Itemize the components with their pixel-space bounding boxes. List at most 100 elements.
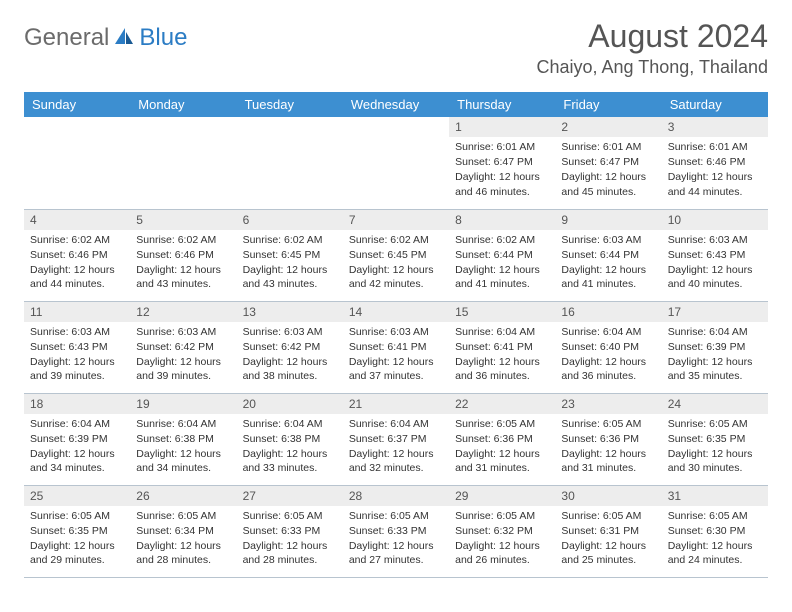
sunset-text: Sunset: 6:33 PM [243, 524, 337, 538]
day-number: 27 [237, 486, 343, 506]
day-number: 20 [237, 394, 343, 414]
day-info: Sunrise: 6:03 AMSunset: 6:41 PMDaylight:… [343, 322, 449, 388]
sunset-text: Sunset: 6:37 PM [349, 432, 443, 446]
day-info: Sunrise: 6:03 AMSunset: 6:43 PMDaylight:… [24, 322, 130, 388]
calendar-cell: 1Sunrise: 6:01 AMSunset: 6:47 PMDaylight… [449, 117, 555, 209]
calendar-cell: 27Sunrise: 6:05 AMSunset: 6:33 PMDayligh… [237, 485, 343, 577]
day-info: Sunrise: 6:05 AMSunset: 6:33 PMDaylight:… [237, 506, 343, 572]
day-number: 29 [449, 486, 555, 506]
day-number: 3 [662, 117, 768, 137]
daylight-text: Daylight: 12 hours and 34 minutes. [30, 447, 124, 475]
day-info: Sunrise: 6:05 AMSunset: 6:34 PMDaylight:… [130, 506, 236, 572]
daylight-text: Daylight: 12 hours and 36 minutes. [561, 355, 655, 383]
calendar-cell [130, 117, 236, 209]
daylight-text: Daylight: 12 hours and 33 minutes. [243, 447, 337, 475]
calendar-row: 1Sunrise: 6:01 AMSunset: 6:47 PMDaylight… [24, 117, 768, 209]
day-info: Sunrise: 6:05 AMSunset: 6:33 PMDaylight:… [343, 506, 449, 572]
sunrise-text: Sunrise: 6:03 AM [136, 325, 230, 339]
day-info: Sunrise: 6:03 AMSunset: 6:43 PMDaylight:… [662, 230, 768, 296]
title-block: August 2024 Chaiyo, Ang Thong, Thailand [536, 18, 768, 78]
sunset-text: Sunset: 6:46 PM [668, 155, 762, 169]
day-info: Sunrise: 6:04 AMSunset: 6:41 PMDaylight:… [449, 322, 555, 388]
daylight-text: Daylight: 12 hours and 40 minutes. [668, 263, 762, 291]
sunset-text: Sunset: 6:44 PM [455, 248, 549, 262]
sunset-text: Sunset: 6:33 PM [349, 524, 443, 538]
daylight-text: Daylight: 12 hours and 41 minutes. [561, 263, 655, 291]
sunset-text: Sunset: 6:47 PM [455, 155, 549, 169]
sunset-text: Sunset: 6:31 PM [561, 524, 655, 538]
sunrise-text: Sunrise: 6:04 AM [30, 417, 124, 431]
calendar-cell: 15Sunrise: 6:04 AMSunset: 6:41 PMDayligh… [449, 301, 555, 393]
calendar-head: SundayMondayTuesdayWednesdayThursdayFrid… [24, 92, 768, 117]
sunrise-text: Sunrise: 6:05 AM [349, 509, 443, 523]
daylight-text: Daylight: 12 hours and 35 minutes. [668, 355, 762, 383]
sunset-text: Sunset: 6:42 PM [136, 340, 230, 354]
sunrise-text: Sunrise: 6:04 AM [561, 325, 655, 339]
sunrise-text: Sunrise: 6:03 AM [561, 233, 655, 247]
day-info: Sunrise: 6:05 AMSunset: 6:36 PMDaylight:… [555, 414, 661, 480]
calendar-cell: 17Sunrise: 6:04 AMSunset: 6:39 PMDayligh… [662, 301, 768, 393]
day-number: 12 [130, 302, 236, 322]
day-info: Sunrise: 6:05 AMSunset: 6:32 PMDaylight:… [449, 506, 555, 572]
day-number: 30 [555, 486, 661, 506]
day-info: Sunrise: 6:05 AMSunset: 6:35 PMDaylight:… [662, 414, 768, 480]
day-number: 17 [662, 302, 768, 322]
weekday-header: Friday [555, 92, 661, 117]
sunset-text: Sunset: 6:35 PM [30, 524, 124, 538]
sunset-text: Sunset: 6:35 PM [668, 432, 762, 446]
sunrise-text: Sunrise: 6:05 AM [30, 509, 124, 523]
sunset-text: Sunset: 6:38 PM [136, 432, 230, 446]
calendar-cell: 4Sunrise: 6:02 AMSunset: 6:46 PMDaylight… [24, 209, 130, 301]
sunrise-text: Sunrise: 6:05 AM [136, 509, 230, 523]
daylight-text: Daylight: 12 hours and 24 minutes. [668, 539, 762, 567]
sunrise-text: Sunrise: 6:02 AM [455, 233, 549, 247]
day-number: 21 [343, 394, 449, 414]
daylight-text: Daylight: 12 hours and 39 minutes. [30, 355, 124, 383]
day-number: 1 [449, 117, 555, 137]
calendar-cell: 28Sunrise: 6:05 AMSunset: 6:33 PMDayligh… [343, 485, 449, 577]
sunrise-text: Sunrise: 6:05 AM [668, 509, 762, 523]
day-number: 24 [662, 394, 768, 414]
calendar-cell: 25Sunrise: 6:05 AMSunset: 6:35 PMDayligh… [24, 485, 130, 577]
sunset-text: Sunset: 6:46 PM [136, 248, 230, 262]
day-number: 13 [237, 302, 343, 322]
daylight-text: Daylight: 12 hours and 41 minutes. [455, 263, 549, 291]
day-info: Sunrise: 6:05 AMSunset: 6:30 PMDaylight:… [662, 506, 768, 572]
sunrise-text: Sunrise: 6:01 AM [455, 140, 549, 154]
day-number: 19 [130, 394, 236, 414]
day-info: Sunrise: 6:03 AMSunset: 6:42 PMDaylight:… [237, 322, 343, 388]
daylight-text: Daylight: 12 hours and 28 minutes. [136, 539, 230, 567]
day-info: Sunrise: 6:04 AMSunset: 6:39 PMDaylight:… [662, 322, 768, 388]
day-info: Sunrise: 6:02 AMSunset: 6:45 PMDaylight:… [343, 230, 449, 296]
sunrise-text: Sunrise: 6:01 AM [561, 140, 655, 154]
sunset-text: Sunset: 6:32 PM [455, 524, 549, 538]
daylight-text: Daylight: 12 hours and 28 minutes. [243, 539, 337, 567]
calendar-cell: 26Sunrise: 6:05 AMSunset: 6:34 PMDayligh… [130, 485, 236, 577]
day-info: Sunrise: 6:02 AMSunset: 6:44 PMDaylight:… [449, 230, 555, 296]
sunset-text: Sunset: 6:46 PM [30, 248, 124, 262]
sunset-text: Sunset: 6:41 PM [455, 340, 549, 354]
sunrise-text: Sunrise: 6:04 AM [668, 325, 762, 339]
calendar-cell: 23Sunrise: 6:05 AMSunset: 6:36 PMDayligh… [555, 393, 661, 485]
day-info: Sunrise: 6:02 AMSunset: 6:46 PMDaylight:… [130, 230, 236, 296]
daylight-text: Daylight: 12 hours and 43 minutes. [243, 263, 337, 291]
day-info: Sunrise: 6:03 AMSunset: 6:44 PMDaylight:… [555, 230, 661, 296]
day-number: 8 [449, 210, 555, 230]
sunset-text: Sunset: 6:43 PM [30, 340, 124, 354]
day-info: Sunrise: 6:04 AMSunset: 6:40 PMDaylight:… [555, 322, 661, 388]
daylight-text: Daylight: 12 hours and 43 minutes. [136, 263, 230, 291]
sunrise-text: Sunrise: 6:04 AM [455, 325, 549, 339]
logo-text-blue: Blue [139, 24, 187, 52]
calendar-table: SundayMondayTuesdayWednesdayThursdayFrid… [24, 92, 768, 578]
day-number: 7 [343, 210, 449, 230]
day-number: 9 [555, 210, 661, 230]
weekday-header: Monday [130, 92, 236, 117]
calendar-cell: 18Sunrise: 6:04 AMSunset: 6:39 PMDayligh… [24, 393, 130, 485]
day-info: Sunrise: 6:01 AMSunset: 6:47 PMDaylight:… [555, 137, 661, 203]
daylight-text: Daylight: 12 hours and 34 minutes. [136, 447, 230, 475]
sunset-text: Sunset: 6:36 PM [561, 432, 655, 446]
day-info: Sunrise: 6:05 AMSunset: 6:36 PMDaylight:… [449, 414, 555, 480]
day-number: 15 [449, 302, 555, 322]
calendar-cell [343, 117, 449, 209]
sunset-text: Sunset: 6:45 PM [243, 248, 337, 262]
